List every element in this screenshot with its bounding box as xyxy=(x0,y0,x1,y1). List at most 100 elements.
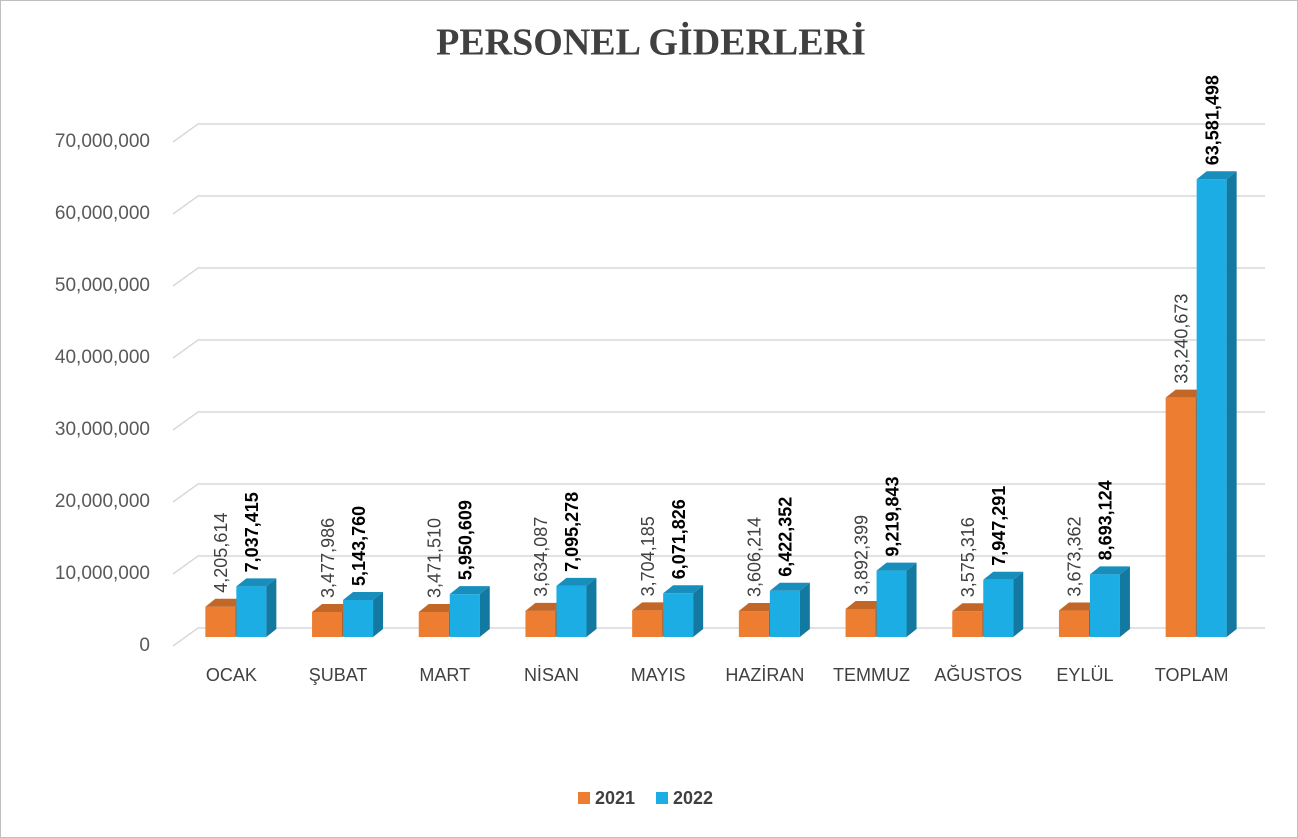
data-label: 5,950,609 xyxy=(456,500,476,580)
y-tick-label: 20,000,000 xyxy=(55,491,150,512)
data-label: 3,575,316 xyxy=(958,517,978,597)
y-tick-label: 0 xyxy=(139,635,150,656)
bar xyxy=(769,590,800,637)
bar-side xyxy=(1119,566,1130,637)
data-label: 3,606,214 xyxy=(745,517,765,597)
legend-label: 2021 xyxy=(595,788,635,808)
y-tick-label: 60,000,000 xyxy=(55,203,150,224)
bar xyxy=(418,612,449,637)
bar-top xyxy=(769,582,810,591)
x-tick-label: HAZİRAN xyxy=(725,665,804,685)
bar-top xyxy=(1196,171,1237,180)
chart-title: PERSONEL GİDERLERİ xyxy=(436,22,866,64)
data-label: 4,205,614 xyxy=(211,513,231,593)
bar xyxy=(632,610,663,637)
bar-top xyxy=(1089,566,1130,575)
data-label: 3,471,510 xyxy=(425,518,445,598)
y-tick-label: 10,000,000 xyxy=(55,563,150,584)
legend-swatch xyxy=(656,792,668,804)
bar xyxy=(343,599,374,637)
bar xyxy=(525,610,556,637)
data-label: 3,704,185 xyxy=(638,516,658,596)
bar xyxy=(205,606,236,637)
bar-side xyxy=(479,586,490,637)
bar xyxy=(312,611,343,637)
bar-top xyxy=(556,577,597,586)
bar-side xyxy=(906,562,917,637)
data-label: 8,693,124 xyxy=(1096,480,1116,560)
bar-top xyxy=(312,603,353,612)
bar-top xyxy=(1165,389,1206,398)
data-label: 63,581,498 xyxy=(1202,75,1222,165)
x-tick-label: MAYIS xyxy=(631,665,686,685)
x-tick-label: MART xyxy=(419,665,470,685)
bar xyxy=(952,611,983,637)
legend-label: 2022 xyxy=(673,788,713,808)
x-tick-label: OCAK xyxy=(206,665,257,685)
bar-side xyxy=(693,585,704,637)
bar-top xyxy=(738,603,779,612)
bar-side xyxy=(1226,171,1237,638)
data-label: 5,143,760 xyxy=(349,506,369,586)
bar-side xyxy=(266,578,277,637)
x-tick-label: NİSAN xyxy=(524,665,579,685)
bar xyxy=(1089,574,1120,637)
data-label: 33,240,673 xyxy=(1171,294,1191,384)
bar xyxy=(556,585,587,637)
legend-swatch xyxy=(578,792,590,804)
data-label: 7,037,415 xyxy=(242,492,262,572)
bar-top xyxy=(876,562,917,571)
bar-top xyxy=(845,600,886,609)
data-label: 6,071,826 xyxy=(669,499,689,579)
data-label: 3,892,399 xyxy=(851,515,871,595)
grid-line xyxy=(172,195,1265,215)
data-label: 6,422,352 xyxy=(776,497,796,577)
x-tick-label: EYLÜL xyxy=(1056,665,1113,685)
bar xyxy=(876,570,907,637)
grid-line xyxy=(172,267,1265,287)
bar-top xyxy=(205,598,246,607)
bar-side xyxy=(373,591,384,637)
bar-top xyxy=(1058,602,1099,611)
bar xyxy=(236,586,267,637)
x-tick-label: ŞUBAT xyxy=(309,665,368,685)
bar xyxy=(738,611,769,637)
y-tick-label: 70,000,000 xyxy=(55,131,150,152)
bar xyxy=(1058,610,1089,637)
grid-line xyxy=(172,339,1265,359)
bar xyxy=(1165,397,1196,637)
bar-top xyxy=(418,604,459,613)
data-label: 7,947,291 xyxy=(989,486,1009,566)
data-label: 3,634,087 xyxy=(531,517,551,597)
grid-line xyxy=(172,123,1265,143)
data-label: 3,673,362 xyxy=(1065,516,1085,596)
bar-top xyxy=(525,602,566,611)
bar-top xyxy=(449,586,490,595)
bar xyxy=(1196,179,1227,638)
bar-side xyxy=(799,582,810,637)
bar xyxy=(845,608,876,637)
x-tick-label: TEMMUZ xyxy=(833,665,910,685)
bar-top xyxy=(632,602,673,611)
bar-top xyxy=(236,578,277,587)
y-tick-label: 30,000,000 xyxy=(55,419,150,440)
data-label: 9,219,843 xyxy=(882,477,902,557)
x-tick-label: TOPLAM xyxy=(1155,665,1229,685)
bar-top xyxy=(663,585,704,594)
y-tick-label: 40,000,000 xyxy=(55,347,150,368)
bar-top xyxy=(952,603,993,612)
bar xyxy=(663,593,694,637)
bar xyxy=(449,594,480,637)
grid-line xyxy=(172,555,1265,575)
y-tick-label: 50,000,000 xyxy=(55,275,150,296)
bar-side xyxy=(586,577,597,637)
x-tick-label: AĞUSTOS xyxy=(934,664,1022,685)
data-label: 7,095,278 xyxy=(562,492,582,572)
bar xyxy=(983,579,1014,637)
bar-side xyxy=(1013,571,1024,637)
bar-top xyxy=(343,591,384,600)
grid-line xyxy=(172,483,1265,503)
data-label: 3,477,986 xyxy=(318,518,338,598)
